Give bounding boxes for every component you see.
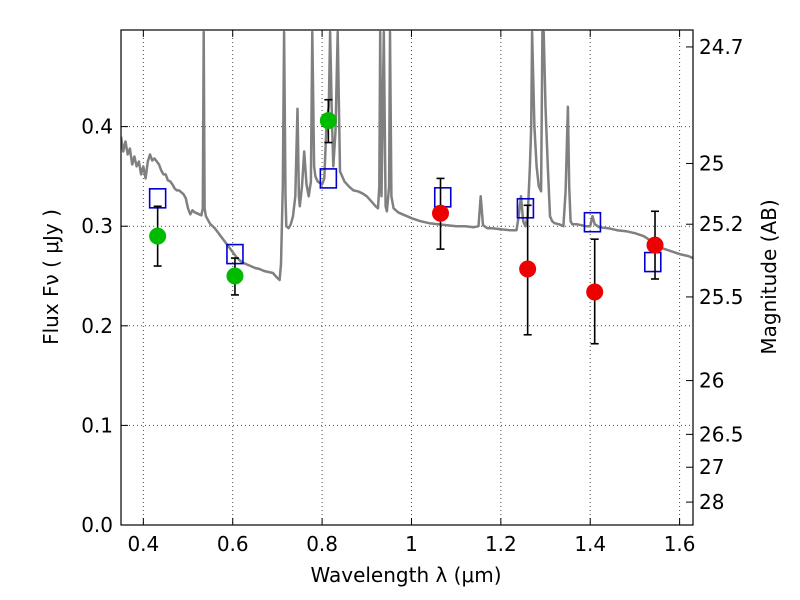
axis-ticks (121, 30, 693, 526)
x-tick-label: 1 (405, 532, 418, 556)
spectrum-line (121, 30, 693, 282)
right-tick-label: 26 (699, 369, 724, 393)
x-tick-label: 0.6 (217, 532, 249, 556)
model-point (516, 197, 535, 219)
model-point (583, 211, 602, 233)
red-data-point (432, 204, 450, 222)
right-tick-label: 25.2 (699, 212, 744, 236)
y-axis-label: Flux Fν ( μJy ) (39, 209, 63, 345)
model-point (319, 168, 338, 189)
y-tick-label: 0.2 (81, 314, 113, 338)
right-tick-label: 28 (699, 490, 724, 514)
model-point (643, 251, 662, 273)
right-tick-label: 27 (699, 455, 724, 479)
x-tick-label: 1.4 (574, 532, 606, 556)
green-data-point (226, 267, 244, 285)
x-tick-label: 0.4 (127, 532, 159, 556)
green-data-point (149, 227, 167, 245)
green-data-point (319, 112, 337, 130)
red-data-point (586, 283, 604, 301)
red-data-point (646, 236, 664, 254)
red-data-point (519, 260, 537, 278)
y-tick-label: 0.4 (81, 115, 113, 139)
y-tick-label: 0.3 (81, 214, 113, 238)
grid-lines (121, 30, 693, 525)
x-axis-label: Wavelength λ (μm) (310, 563, 501, 587)
tick-labels: 0.4 0.6 0.8 1 1.2 1.4 1.6 0.0 0.1 0.2 0.3 0.4 24.7 25… (81, 35, 743, 556)
model-point (433, 187, 452, 208)
y-tick-label: 0.1 (81, 413, 113, 437)
x-tick-label: 1.6 (664, 532, 696, 556)
y-tick-label: 0.0 (81, 513, 113, 537)
right-tick-label: 26.5 (699, 422, 744, 446)
right-tick-label: 24.7 (699, 35, 744, 59)
x-tick-label: 1.2 (485, 532, 517, 556)
model-point (148, 188, 167, 209)
x-tick-label: 0.8 (306, 532, 338, 556)
right-tick-label: 25 (699, 151, 724, 175)
data-marks-layer (148, 98, 664, 345)
right-axis-label: Magnitude (AB) (757, 199, 781, 354)
plot-frame (120, 29, 694, 526)
spectrum-layer (121, 30, 693, 282)
right-tick-label: 25.5 (699, 285, 744, 309)
